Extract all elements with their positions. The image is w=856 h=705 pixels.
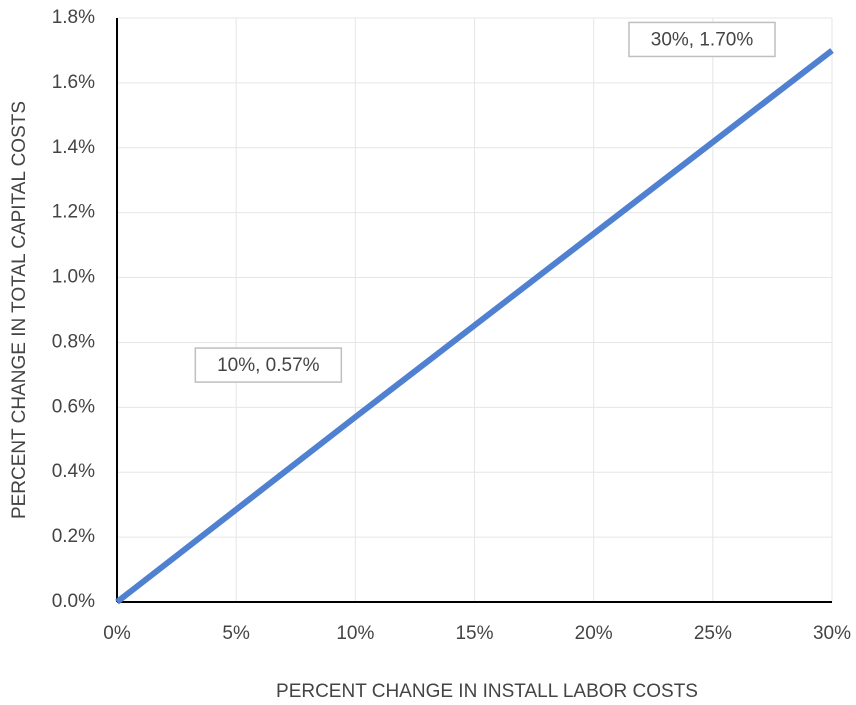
y-tick-label: 0.2%: [52, 526, 95, 547]
y-axis-label: PERCENT CHANGE IN TOTAL CAPITAL COSTS: [9, 101, 30, 519]
x-tick-label: 20%: [575, 623, 613, 644]
y-tick-label: 0.6%: [52, 396, 95, 417]
annotation: 10%, 0.57%: [217, 355, 320, 376]
x-tick-label: 5%: [222, 623, 250, 644]
x-tick-label: 25%: [694, 623, 732, 644]
y-tick-label: 1.6%: [52, 72, 95, 93]
annotation-box: [194, 347, 343, 383]
y-tick-label: 0.8%: [52, 331, 95, 352]
annotation: 30%, 1.70%: [651, 29, 754, 50]
y-tick-label: 1.8%: [52, 7, 95, 28]
x-tick-label: 10%: [336, 623, 374, 644]
y-tick-label: 1.0%: [52, 267, 95, 288]
x-axis-label: PERCENT CHANGE IN INSTALL LABOR COSTS: [276, 681, 698, 702]
y-tick-label: 0.0%: [52, 591, 95, 612]
line: [115, 48, 834, 605]
y-tick-label: 1.4%: [52, 137, 95, 158]
x-tick-label: 30%: [813, 623, 851, 644]
y-tick-label: 1.2%: [52, 202, 95, 223]
y-tick-label: 0.4%: [52, 461, 95, 482]
x-tick-label: 15%: [455, 623, 493, 644]
annotation-box: [628, 21, 776, 58]
x-tick-label: 0%: [103, 623, 131, 644]
